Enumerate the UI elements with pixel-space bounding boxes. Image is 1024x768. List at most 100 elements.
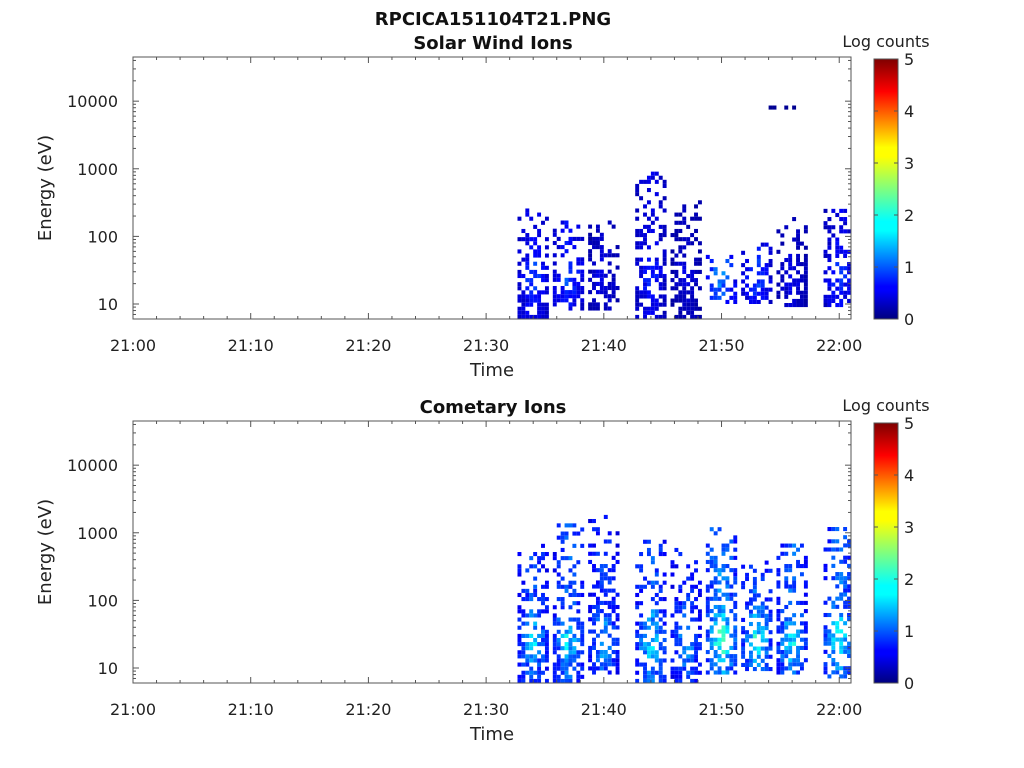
spectrogram-cell [792, 633, 797, 638]
spectrogram-cell [780, 233, 785, 238]
spectrogram-cell [717, 629, 722, 634]
spectrogram-cell [533, 261, 538, 266]
spectrogram-cell [529, 678, 534, 683]
spectrogram-cell [588, 559, 593, 565]
spectrogram-cell [611, 649, 616, 655]
spectrogram-cell [682, 580, 687, 585]
spectrogram-cell [662, 253, 667, 258]
spectrogram-cell [592, 584, 596, 589]
spectrogram-cell [780, 543, 785, 548]
spectrogram-cell [697, 249, 702, 254]
spectrogram-cell [592, 641, 596, 646]
spectrogram-cell [697, 261, 702, 266]
spectrogram-cell [544, 216, 549, 221]
spectrogram-cell [568, 625, 573, 630]
spectrogram-cell [729, 662, 734, 667]
spectrogram-cell [847, 600, 851, 605]
spectrogram-cell [568, 290, 573, 295]
spectrogram-cell [646, 282, 651, 287]
spectrogram-cell [533, 273, 538, 279]
spectrogram-cell [682, 278, 687, 283]
spectrogram-cell [599, 609, 604, 614]
spectrogram-cell [768, 667, 773, 672]
spectrogram-cell [639, 621, 644, 626]
spectrogram-cell [784, 580, 789, 585]
spectrogram-cell [835, 629, 840, 634]
spectrogram-cell [544, 646, 549, 651]
spectrogram-cell [595, 604, 600, 610]
spectrogram-cell [831, 290, 836, 295]
spectrogram-cell [670, 257, 675, 262]
spectrogram-cell [615, 604, 620, 610]
spectrogram-cell [733, 576, 738, 581]
spectrogram-cell [611, 641, 616, 646]
spectrogram-cell [788, 290, 793, 295]
spectrogram-cell [835, 245, 840, 250]
spectrogram-cell [521, 633, 526, 638]
spectrogram-cell [517, 568, 522, 573]
spectrogram-cell [799, 645, 804, 650]
spectrogram-cell [654, 601, 659, 606]
spectrogram-cell [792, 298, 797, 303]
spectrogram-cell [517, 642, 522, 647]
spectrogram-cell [595, 617, 600, 622]
spectrogram-cell [725, 670, 730, 675]
spectrogram-cell [839, 298, 844, 303]
spectrogram-cell [796, 298, 800, 303]
spectrogram-cell [541, 601, 545, 606]
spectrogram-cell [831, 637, 836, 642]
spectrogram-cell [525, 642, 530, 647]
spectrogram-cell [717, 568, 722, 573]
spectrogram-cell [788, 543, 793, 548]
spectrogram-cell [599, 290, 604, 295]
spectrogram-cell [603, 600, 608, 605]
spectrogram-cell [827, 237, 832, 242]
spectrogram-cell [564, 224, 569, 229]
spectrogram-cell [552, 670, 557, 675]
spectrogram-cell [580, 629, 585, 634]
spectrogram-cell [552, 240, 557, 246]
spectrogram-cell [670, 629, 675, 634]
spectrogram-cell [576, 650, 581, 655]
spectrogram-cell [827, 286, 832, 291]
spectrogram-cell [803, 637, 808, 642]
spectrogram-cell [843, 633, 848, 638]
spectrogram-cell [607, 269, 612, 274]
spectrogram-cell [839, 617, 844, 622]
spectrogram-cell [544, 584, 549, 589]
spectrogram-cell [674, 233, 679, 238]
spectrogram-cell [537, 674, 542, 679]
spectrogram-cell [741, 287, 746, 292]
spectrogram-cell [847, 641, 851, 646]
spectrogram-cell [745, 576, 749, 582]
spectrogram-cell [847, 229, 851, 234]
spectrogram-cell [529, 298, 534, 303]
spectrogram-cell [792, 613, 797, 618]
spectrogram-cell [745, 634, 749, 639]
spectrogram-cell [615, 253, 620, 258]
spectrogram-cell [595, 654, 600, 659]
spectrogram-cell [576, 290, 581, 295]
spectrogram-cell [733, 535, 738, 540]
spectrogram-cell [592, 568, 596, 573]
spectrogram-cell [643, 212, 647, 217]
spectrogram-cell [643, 290, 647, 295]
spectrogram-cell [635, 646, 640, 651]
spectrogram-cell [643, 282, 647, 287]
spectrogram-cell [784, 286, 789, 291]
spectrogram-cell [823, 563, 828, 568]
spectrogram-cell [603, 662, 608, 667]
spectrogram-cell [517, 662, 522, 667]
spectrogram-cell [741, 638, 746, 643]
spectrogram-cell [603, 576, 608, 581]
spectrogram-cell [541, 310, 545, 315]
spectrogram-cell [615, 265, 620, 270]
spectrogram-cell [713, 564, 718, 569]
spectrogram-cell [760, 572, 765, 577]
spectrogram-cell [682, 302, 687, 307]
spectrogram-cell [599, 580, 604, 585]
spectrogram-cell [796, 282, 800, 287]
spectrogram-cell [678, 220, 683, 225]
spectrogram-cell [552, 642, 557, 647]
